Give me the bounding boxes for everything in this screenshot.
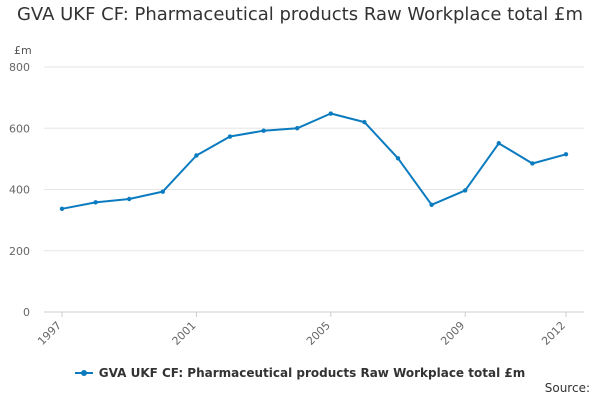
- y-tick-label: 0: [23, 306, 30, 319]
- data-point[interactable]: [496, 141, 501, 146]
- data-point[interactable]: [395, 156, 401, 161]
- data-point[interactable]: [261, 128, 266, 133]
- data-point[interactable]: [463, 188, 468, 193]
- data-point[interactable]: [328, 111, 333, 116]
- x-tick-label: 2012: [539, 319, 568, 348]
- data-point[interactable]: [194, 153, 199, 158]
- data-point[interactable]: [530, 161, 535, 166]
- data-point[interactable]: [160, 189, 165, 194]
- series-group: [59, 111, 569, 211]
- x-tick-labels: 1997 2001 2005 2009 2012: [35, 312, 568, 348]
- y-tick-label: 400: [9, 184, 30, 197]
- x-tick-label: 2005: [304, 319, 333, 348]
- gridlines: [44, 66, 584, 313]
- legend-label: GVA UKF CF: Pharmaceutical products Raw …: [98, 366, 526, 380]
- x-tick-label: 1997: [35, 319, 64, 348]
- data-point[interactable]: [563, 152, 569, 157]
- y-tick-label: 200: [9, 245, 30, 258]
- data-point[interactable]: [93, 200, 98, 205]
- y-tick-labels: 0 200 400 600 800: [9, 61, 30, 319]
- data-point[interactable]: [429, 202, 434, 208]
- x-tick-label: 2001: [170, 319, 199, 348]
- y-tick-label: 800: [9, 61, 30, 74]
- x-tick-label: 2009: [438, 319, 467, 348]
- data-point[interactable]: [227, 134, 233, 139]
- series-line: [61, 112, 567, 210]
- legend[interactable]: GVA UKF CF: Pharmaceutical products Raw …: [0, 366, 600, 380]
- chart-title: GVA UKF CF: Pharmaceutical products Raw …: [16, 4, 584, 25]
- data-point[interactable]: [127, 196, 132, 202]
- source-label: Source:: [544, 381, 590, 395]
- data-point[interactable]: [59, 206, 65, 211]
- data-point[interactable]: [295, 126, 300, 131]
- y-axis-label: £m: [14, 44, 32, 57]
- data-point[interactable]: [362, 119, 367, 125]
- y-tick-label: 600: [9, 122, 30, 135]
- line-chart: 0 200 400 600 800 1997 2001 2005 2009 2012: [9, 61, 584, 348]
- legend-line-icon: [74, 370, 93, 376]
